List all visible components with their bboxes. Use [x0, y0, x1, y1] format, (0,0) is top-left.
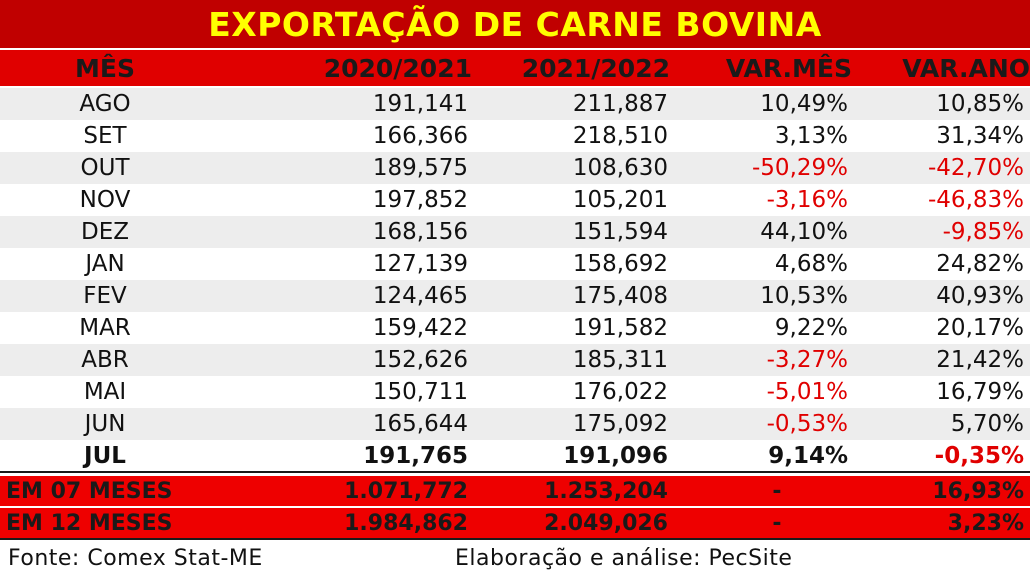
var-mes-cell: 4,68% — [774, 251, 848, 277]
value-2021-2022-cell: 218,510 — [572, 123, 668, 149]
var-ano-cell: -42,70% — [928, 155, 1024, 181]
header-2020-2021: 2020/2021 — [323, 53, 472, 83]
value-2020-2021-cell: 166,366 — [372, 123, 468, 149]
var-mes-cell: 3,13% — [774, 123, 848, 149]
summary-2020-2021: 1.984,862 — [344, 510, 468, 536]
source-note: Fonte: Comex Stat-ME — [8, 546, 263, 571]
var-mes-cell: 9,22% — [774, 315, 848, 341]
value-2021-2022-cell: 185,311 — [572, 347, 668, 373]
value-2021-2022-cell: 108,630 — [572, 155, 668, 181]
value-2021-2022-cell: 158,692 — [572, 251, 668, 277]
header-var-ano: VAR.ANO — [902, 53, 1030, 83]
var-ano-cell: 20,17% — [936, 315, 1024, 341]
month-cell: NOV — [79, 187, 131, 213]
table-row: MAR 159,422 191,582 9,22% 20,17% — [0, 312, 1030, 344]
table-row: ABR 152,626 185,311 -3,27% 21,42% — [0, 344, 1030, 376]
var-mes-cell: 10,53% — [760, 283, 848, 309]
value-2020-2021-cell: 189,575 — [372, 155, 468, 181]
value-2020-2021-cell: 150,711 — [372, 379, 468, 405]
var-mes-cell: -0,53% — [766, 411, 848, 437]
month-cell: ABR — [81, 347, 129, 373]
summary-label: EM 07 MESES — [6, 478, 173, 504]
month-cell: AGO — [79, 91, 131, 117]
table-row: OUT 189,575 108,630 -50,29% -42,70% — [0, 152, 1030, 184]
var-mes-cell: -3,16% — [766, 187, 848, 213]
value-2021-2022-cell: 175,408 — [572, 283, 668, 309]
summary-var-mes: - — [772, 478, 782, 504]
value-2021-2022-cell: 191,582 — [572, 315, 668, 341]
value-2020-2021-cell: 165,644 — [372, 411, 468, 437]
header-2021-2022: 2021/2022 — [521, 53, 670, 83]
var-ano-cell: 24,82% — [936, 251, 1024, 277]
summary-row-7-months: EM 07 MESES 1.071,772 1.253,204 - 16,93% — [0, 476, 1030, 506]
var-ano-cell: 40,93% — [936, 283, 1024, 309]
value-2020-2021-cell: 191,141 — [372, 91, 468, 117]
value-2020-2021-cell: 127,139 — [372, 251, 468, 277]
table-title: EXPORTAÇÃO DE CARNE BOVINA — [0, 0, 1030, 48]
var-mes-cell: 10,49% — [760, 91, 848, 117]
summary-var-ano: 3,23% — [947, 510, 1024, 536]
var-mes-cell: 44,10% — [760, 219, 848, 245]
month-cell: MAI — [83, 379, 127, 405]
value-2020-2021-cell: 152,626 — [372, 347, 468, 373]
divider — [0, 538, 1030, 540]
table-row: JUL 191,765 191,096 9,14% -0,35% — [0, 440, 1030, 472]
var-ano-cell: 16,79% — [936, 379, 1024, 405]
value-2020-2021-cell: 197,852 — [372, 187, 468, 213]
var-mes-cell: 9,14% — [768, 443, 848, 469]
var-mes-cell: -3,27% — [766, 347, 848, 373]
month-cell: JUL — [84, 443, 126, 469]
value-2021-2022-cell: 105,201 — [572, 187, 668, 213]
header-row: MÊS 2020/2021 2021/2022 VAR.MÊS VAR.ANO — [0, 50, 1030, 86]
var-ano-cell: 21,42% — [936, 347, 1024, 373]
header-month: MÊS — [75, 53, 135, 83]
summary-var-ano: 16,93% — [932, 478, 1024, 504]
table-row: JUN 165,644 175,092 -0,53% 5,70% — [0, 408, 1030, 440]
month-cell: FEV — [83, 283, 127, 309]
value-2021-2022-cell: 175,092 — [572, 411, 668, 437]
footer: Fonte: Comex Stat-ME Elaboração e anális… — [0, 542, 1030, 578]
month-cell: OUT — [80, 155, 130, 181]
var-ano-cell: -9,85% — [942, 219, 1024, 245]
value-2020-2021-cell: 159,422 — [372, 315, 468, 341]
value-2020-2021-cell: 168,156 — [372, 219, 468, 245]
divider — [0, 471, 1030, 473]
value-2021-2022-cell: 191,096 — [563, 443, 668, 469]
value-2020-2021-cell: 124,465 — [372, 283, 468, 309]
var-ano-cell: 31,34% — [936, 123, 1024, 149]
table-row: JAN 127,139 158,692 4,68% 24,82% — [0, 248, 1030, 280]
summary-2021-2022: 2.049,026 — [544, 510, 668, 536]
summary-var-mes: - — [772, 510, 782, 536]
summary-2021-2022: 1.253,204 — [544, 478, 668, 504]
var-ano-cell: 5,70% — [950, 411, 1024, 437]
summary-label: EM 12 MESES — [6, 510, 173, 536]
value-2021-2022-cell: 151,594 — [572, 219, 668, 245]
month-cell: JAN — [85, 251, 125, 277]
table-row: AGO 191,141 211,887 10,49% 10,85% — [0, 88, 1030, 120]
table-row: SET 166,366 218,510 3,13% 31,34% — [0, 120, 1030, 152]
var-ano-cell: -46,83% — [928, 187, 1024, 213]
month-cell: DEZ — [81, 219, 129, 245]
month-cell: SET — [83, 123, 127, 149]
header-var-mes: VAR.MÊS — [725, 53, 852, 83]
month-cell: JUN — [84, 411, 126, 437]
credit-note: Elaboração e análise: PecSite — [455, 546, 793, 571]
var-mes-cell: -5,01% — [766, 379, 848, 405]
value-2021-2022-cell: 211,887 — [572, 91, 668, 117]
table-row: DEZ 168,156 151,594 44,10% -9,85% — [0, 216, 1030, 248]
summary-row-12-months: EM 12 MESES 1.984,862 2.049,026 - 3,23% — [0, 508, 1030, 538]
month-cell: MAR — [79, 315, 131, 341]
value-2021-2022-cell: 176,022 — [572, 379, 668, 405]
summary-2020-2021: 1.071,772 — [344, 478, 468, 504]
table-row: MAI 150,711 176,022 -5,01% 16,79% — [0, 376, 1030, 408]
value-2020-2021-cell: 191,765 — [363, 443, 468, 469]
var-ano-cell: -0,35% — [934, 443, 1024, 469]
var-mes-cell: -50,29% — [752, 155, 848, 181]
var-ano-cell: 10,85% — [936, 91, 1024, 117]
table-row: NOV 197,852 105,201 -3,16% -46,83% — [0, 184, 1030, 216]
table-row: FEV 124,465 175,408 10,53% 40,93% — [0, 280, 1030, 312]
